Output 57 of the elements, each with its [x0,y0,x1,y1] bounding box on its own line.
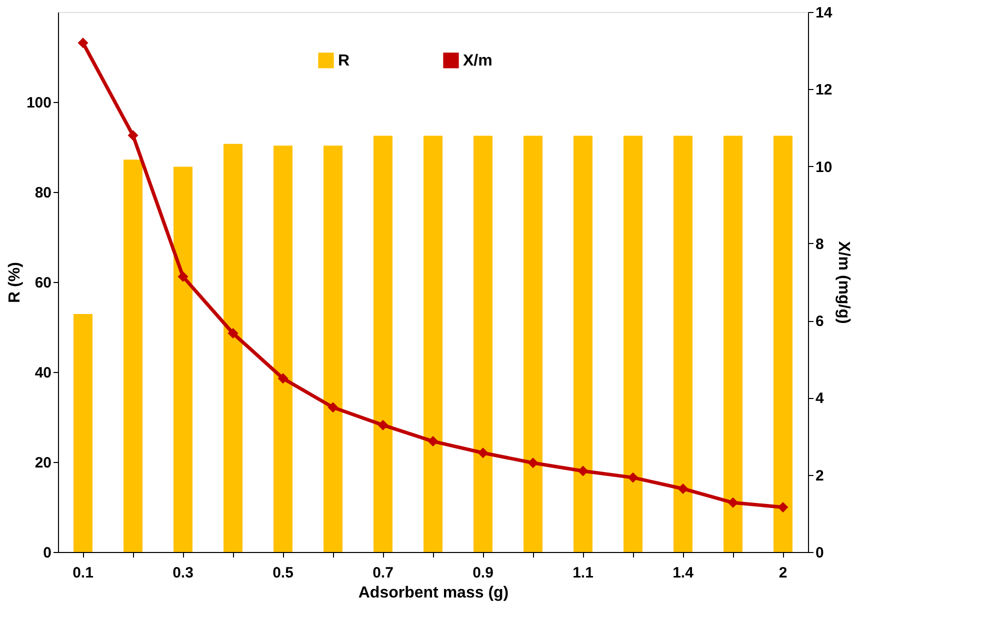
bar [274,146,292,552]
y-tick-label: 100 [26,94,52,112]
y2-tick-label: 8 [816,236,824,253]
y2-axis-title: X/m (mg/g) [835,241,852,324]
x-tick-label: 1.1 [572,564,594,582]
point [228,328,238,339]
y2-tick-label: 6 [816,313,824,330]
y2-tick-label: 4 [816,390,824,408]
legend-label: R [338,52,350,70]
bar [374,136,392,552]
point [428,436,438,447]
y2-tick-label: 0 [816,544,824,562]
bar [574,136,592,552]
point [778,502,788,512]
x-tick-label: 0.3 [172,564,194,582]
y-tick-label: 60 [34,274,52,292]
bar [224,144,242,552]
bar [324,146,342,552]
y2-tick-label: 14 [816,4,833,22]
point [478,448,488,458]
bar [124,160,142,552]
point [78,38,88,48]
point [328,402,338,413]
x-tick-label: 0.1 [72,564,94,582]
y-tick-label: 20 [34,454,52,472]
point [128,130,138,141]
bar [74,314,92,552]
point [628,472,638,483]
y2-tick-label: 10 [816,158,832,176]
x-tick-label: 1.4 [672,564,694,582]
bar [624,136,642,552]
point [528,458,538,468]
point [678,484,688,494]
y-tick-label: 40 [34,364,52,382]
bar [774,136,792,552]
point [278,373,288,384]
legend-label: X/m [463,52,492,70]
y-tick-label: 0 [43,544,52,562]
y-axis-title: R (%) [6,262,24,303]
bar [724,136,742,552]
point [728,497,738,508]
x-axis-title: Adsorbent mass (g) [358,584,509,602]
bar [524,136,542,552]
point [178,271,188,282]
point [378,420,388,430]
y2-tick-label: 12 [816,82,832,99]
point [578,466,588,476]
bar [474,136,492,552]
y2-tick-label: 2 [816,467,824,484]
x-tick-label: 0.9 [472,564,494,582]
bar [674,136,692,552]
y-tick-label: 80 [34,184,52,202]
x-tick-label: 0.5 [272,564,294,582]
bar [174,166,192,552]
bar [424,136,442,552]
x-tick-label: 0.7 [372,564,394,582]
x-tick-label: 2 [778,564,788,582]
